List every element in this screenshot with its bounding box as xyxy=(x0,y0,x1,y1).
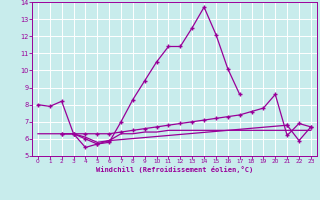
X-axis label: Windchill (Refroidissement éolien,°C): Windchill (Refroidissement éolien,°C) xyxy=(96,166,253,173)
